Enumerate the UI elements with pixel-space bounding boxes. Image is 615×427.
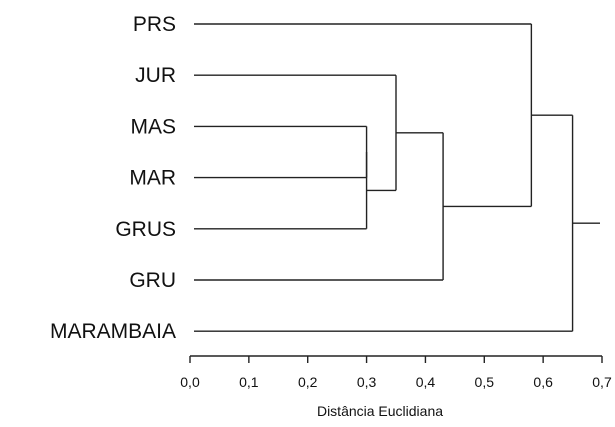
leaf-label-grus: GRUS [115, 218, 176, 241]
leaf-label-mar: MAR [129, 167, 176, 190]
x-tick-label: 0,1 [239, 374, 259, 390]
x-tick-label: 0,3 [357, 374, 377, 390]
merge-3 [194, 74, 397, 192]
merge-5 [194, 23, 533, 208]
dendrogram-branches [194, 23, 600, 332]
leaf-label-marambaia: MARAMBAIA [50, 320, 176, 343]
x-tick-label: 0,0 [180, 374, 200, 390]
x-tick-label: 0,5 [475, 374, 495, 390]
merge-2 [194, 152, 368, 230]
leaf-label-prs: PRS [133, 13, 176, 36]
leaf-label-mas: MAS [130, 115, 176, 138]
x-tick-label: 0,4 [416, 374, 436, 390]
leaf-labels: PRS JUR MAS MAR GRUS GRU MARAMBAIA [50, 13, 176, 343]
x-tick-label: 0,6 [533, 374, 553, 390]
merge-4 [194, 132, 444, 281]
x-tick-label: 0,2 [298, 374, 318, 390]
merge-6 [194, 114, 574, 332]
leaf-label-gru: GRU [129, 269, 176, 292]
x-tick-label: 0,7 [592, 374, 612, 390]
merge-1 [194, 125, 368, 179]
x-axis: 0,0 0,1 0,2 0,3 0,4 0,5 0,6 0,7 [180, 355, 612, 390]
leaf-label-jur: JUR [135, 64, 176, 87]
x-axis-title: Distância Euclidiana [317, 403, 443, 419]
